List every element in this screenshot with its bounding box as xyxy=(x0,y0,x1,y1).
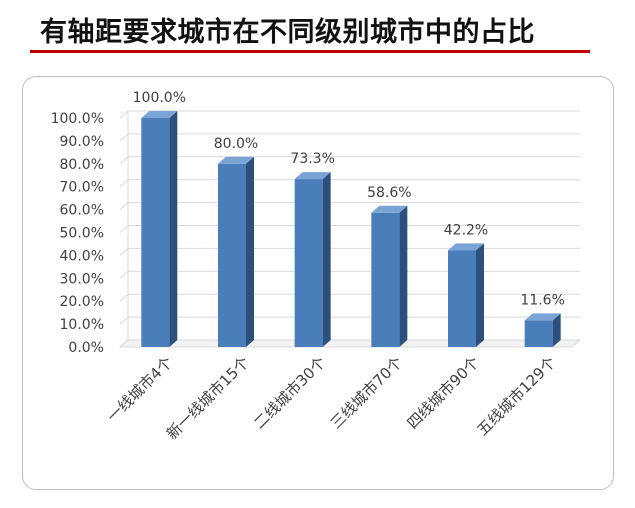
bar-side xyxy=(552,313,561,347)
y-tick-label: 40.0% xyxy=(60,248,104,264)
bar xyxy=(141,111,178,347)
grid-depth-line xyxy=(119,202,129,210)
bar-front xyxy=(218,163,246,347)
bar xyxy=(218,156,254,347)
y-tick-label: 60.0% xyxy=(60,203,104,219)
bar-front xyxy=(294,179,323,347)
bars xyxy=(141,111,561,347)
chart-floor xyxy=(118,339,582,348)
x-tick-label: 新一线城市15个 xyxy=(163,353,253,443)
bar-top xyxy=(371,205,408,213)
grid-depth-line xyxy=(119,110,129,119)
grid-depth-line xyxy=(119,225,129,233)
bar-top xyxy=(294,172,331,180)
bar-front xyxy=(448,250,476,347)
y-tick-labels: 0.0% 10.0% 20.0% 30.0% 40.0% 50.0% 60.0% 70.0% 8… xyxy=(51,111,104,356)
data-label: 58.6% xyxy=(367,185,411,201)
x-tick-label: 二线城市30个 xyxy=(250,353,329,432)
bar-side xyxy=(322,172,331,347)
y-tick-label: 80.0% xyxy=(60,157,104,173)
y-tick-label: 30.0% xyxy=(60,271,104,287)
data-label: 100.0% xyxy=(133,90,186,106)
bar xyxy=(294,172,331,347)
title-underline xyxy=(30,50,590,53)
bar xyxy=(371,205,408,347)
grid-depth-line xyxy=(119,133,129,142)
y-tick-label: 70.0% xyxy=(60,180,104,196)
grid-depth-line xyxy=(119,270,129,279)
bar-front xyxy=(371,212,400,347)
data-label: 42.2% xyxy=(444,222,488,238)
data-label: 73.3% xyxy=(290,151,334,167)
bar xyxy=(448,243,484,347)
y-tick-label: 20.0% xyxy=(60,294,104,310)
y-tick-label: 100.0% xyxy=(51,111,104,127)
bar-top xyxy=(524,313,561,321)
grid-depth-line xyxy=(119,248,129,256)
x-tick-labels: 一线城市4个新一线城市15个二线城市30个三线城市70个四线城市90个五线城市1… xyxy=(104,353,560,443)
grid-lines xyxy=(119,110,580,348)
grid-depth-line xyxy=(119,293,129,302)
y-tick-label: 90.0% xyxy=(60,134,104,150)
bar xyxy=(524,313,561,347)
data-labels: 100.0% 80.0% 73.3% 58.6% 42.2% 11.6% xyxy=(133,90,565,308)
y-tick-label: 50.0% xyxy=(60,226,104,242)
y-tick-label: 0.0% xyxy=(68,340,104,356)
x-tick-label: 五线城市129个 xyxy=(473,353,559,439)
x-tick-label: 四线城市90个 xyxy=(404,353,483,432)
bar-side xyxy=(399,205,408,347)
bar-front xyxy=(141,118,170,347)
grid-depth-line xyxy=(119,316,129,325)
grid-depth-line xyxy=(119,156,129,165)
x-tick-label: 三线城市70个 xyxy=(327,353,406,432)
data-label: 11.6% xyxy=(520,292,564,308)
y-tick-label: 10.0% xyxy=(60,317,104,333)
data-label: 80.0% xyxy=(214,136,258,152)
axis xyxy=(118,111,582,348)
bar-side xyxy=(476,243,484,347)
bar-front xyxy=(524,320,553,347)
bar-top xyxy=(448,243,484,251)
x-tick-label: 一线城市4个 xyxy=(104,353,177,426)
bar-side xyxy=(169,111,178,347)
bar-top xyxy=(141,111,178,118)
grid-depth-line xyxy=(119,179,129,188)
bar-side xyxy=(246,156,254,347)
bar-top xyxy=(218,156,254,164)
page-title: 有轴距要求城市在不同级别城市中的占比 xyxy=(40,17,535,48)
